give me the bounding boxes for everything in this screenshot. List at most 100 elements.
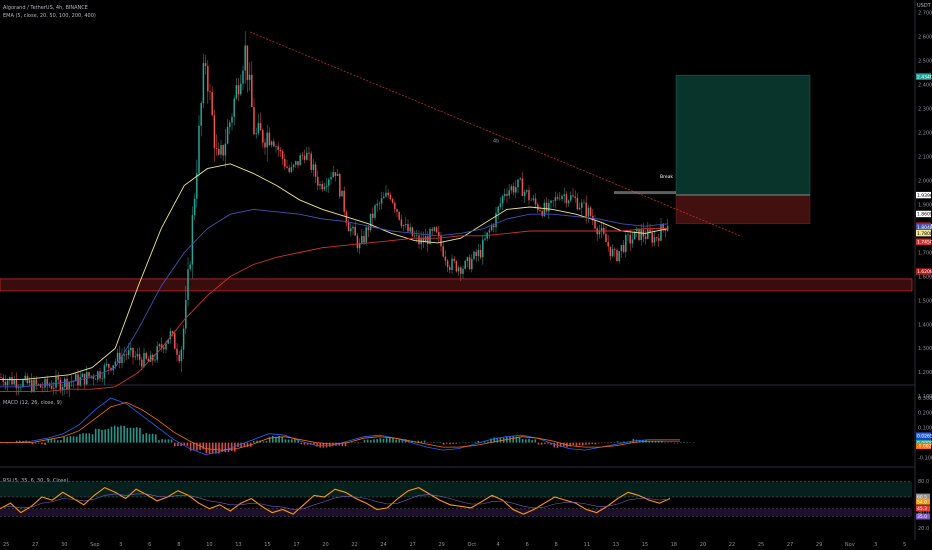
candle-body <box>114 361 117 366</box>
price-tag <box>916 238 931 245</box>
macd-histogram-bar <box>648 441 650 443</box>
time-tick-label: 3 <box>874 542 877 548</box>
macd-histogram-bar <box>284 439 287 443</box>
candle-body <box>138 354 141 360</box>
price-tick-label: 2.7000 <box>918 11 932 17</box>
candle-body <box>4 381 7 385</box>
macd-histogram-bar <box>246 442 249 447</box>
candle-body <box>264 142 266 148</box>
macd-histogram-bar <box>297 439 299 443</box>
price-tick-label: 2.1000 <box>918 154 932 160</box>
candle-body <box>484 238 486 240</box>
candle-body <box>158 344 161 347</box>
candle-body <box>446 260 449 268</box>
candle-body <box>92 375 95 379</box>
candle-body <box>66 378 68 390</box>
time-tick-label: Oct <box>468 542 477 548</box>
macd-histogram-bar <box>455 442 458 444</box>
macd-histogram-bar <box>316 442 318 447</box>
macd-histogram-bar <box>151 433 154 443</box>
candle-body <box>629 234 631 244</box>
candle-body <box>229 122 231 127</box>
candle-body <box>633 231 636 240</box>
candle-body <box>464 260 466 269</box>
candle-body <box>235 85 238 99</box>
macd-tick-label: -0.1000 <box>918 455 932 461</box>
rsi-tag-label: 35.0 <box>917 514 927 520</box>
candle-body <box>303 155 306 160</box>
candle-body <box>99 371 101 379</box>
candle-body <box>105 364 108 366</box>
candle-body <box>154 359 156 361</box>
macd-histogram-bar <box>110 426 113 443</box>
candle-body <box>308 152 310 154</box>
candle-body <box>365 227 367 243</box>
macd-histogram-bar <box>389 437 391 443</box>
candle-body <box>627 234 629 236</box>
candle-body <box>123 354 125 356</box>
candle-body <box>497 206 499 213</box>
macd-histogram-bar <box>221 442 223 452</box>
macd-histogram-bar <box>537 442 540 445</box>
time-tick-label: 4 <box>497 542 500 548</box>
candle-body <box>413 235 416 237</box>
macd-histogram-bar <box>218 442 220 454</box>
macd-tag-label: -0.0026 <box>917 444 932 450</box>
candle-body <box>169 331 172 340</box>
macd-histogram-bar <box>664 442 666 444</box>
macd-histogram-bar <box>547 442 549 444</box>
candle-body <box>409 227 411 232</box>
macd-histogram-bar <box>619 441 622 443</box>
macd-histogram-bar <box>338 442 341 446</box>
time-tick-label: 22 <box>729 542 735 548</box>
time-tick-label: 15 <box>642 542 648 548</box>
macd-histogram-bar <box>145 433 148 443</box>
candle-body <box>270 141 273 146</box>
candle-body <box>185 300 187 329</box>
descending-trendline[interactable] <box>249 31 741 237</box>
candle-body <box>319 184 321 186</box>
candle-body <box>587 207 590 217</box>
candle-body <box>178 354 180 362</box>
candle-body <box>145 352 147 359</box>
time-tick-label: 20 <box>322 542 328 548</box>
price-tag <box>916 210 931 218</box>
macd-histogram-bar <box>69 436 72 443</box>
macd-histogram-bar <box>123 425 125 443</box>
candle-body <box>422 238 425 243</box>
candle-body <box>416 235 418 237</box>
macd-histogram-bar <box>351 441 353 443</box>
price-tag-label: 1.8609 <box>917 212 932 218</box>
macd-histogram-bar <box>385 438 388 443</box>
macd-histogram-bar <box>306 442 309 445</box>
macd-histogram-bar <box>53 439 56 443</box>
macd-histogram-bar <box>420 441 423 443</box>
candle-body <box>176 348 178 355</box>
ema-line <box>0 228 668 393</box>
wave-label: 4b <box>493 138 499 144</box>
candle-body <box>39 384 42 388</box>
price-tick-label: 1.7000 <box>918 250 932 256</box>
candle-body <box>48 385 51 387</box>
candle-body <box>352 226 354 229</box>
time-tick-label: 11 <box>584 542 590 548</box>
macd-histogram-bar <box>540 442 543 445</box>
macd-histogram-bar <box>417 440 420 443</box>
candle-body <box>132 347 134 358</box>
price-tick-label: 2.4000 <box>918 83 932 89</box>
candle-body <box>457 267 460 272</box>
candle-body <box>407 224 409 232</box>
candle-body <box>387 192 389 196</box>
candle-body <box>35 379 37 385</box>
macd-histogram-bar <box>31 442 34 445</box>
macd-histogram-bar <box>490 438 492 443</box>
macd-histogram-bar <box>515 436 518 443</box>
macd-histogram-bar <box>528 438 530 443</box>
candle-body <box>246 45 249 80</box>
candle-body <box>431 229 433 231</box>
candle-body <box>475 251 477 257</box>
price-tag-label: 2.4340 <box>917 74 932 80</box>
candle-body <box>570 195 572 201</box>
candle-body <box>299 155 301 166</box>
